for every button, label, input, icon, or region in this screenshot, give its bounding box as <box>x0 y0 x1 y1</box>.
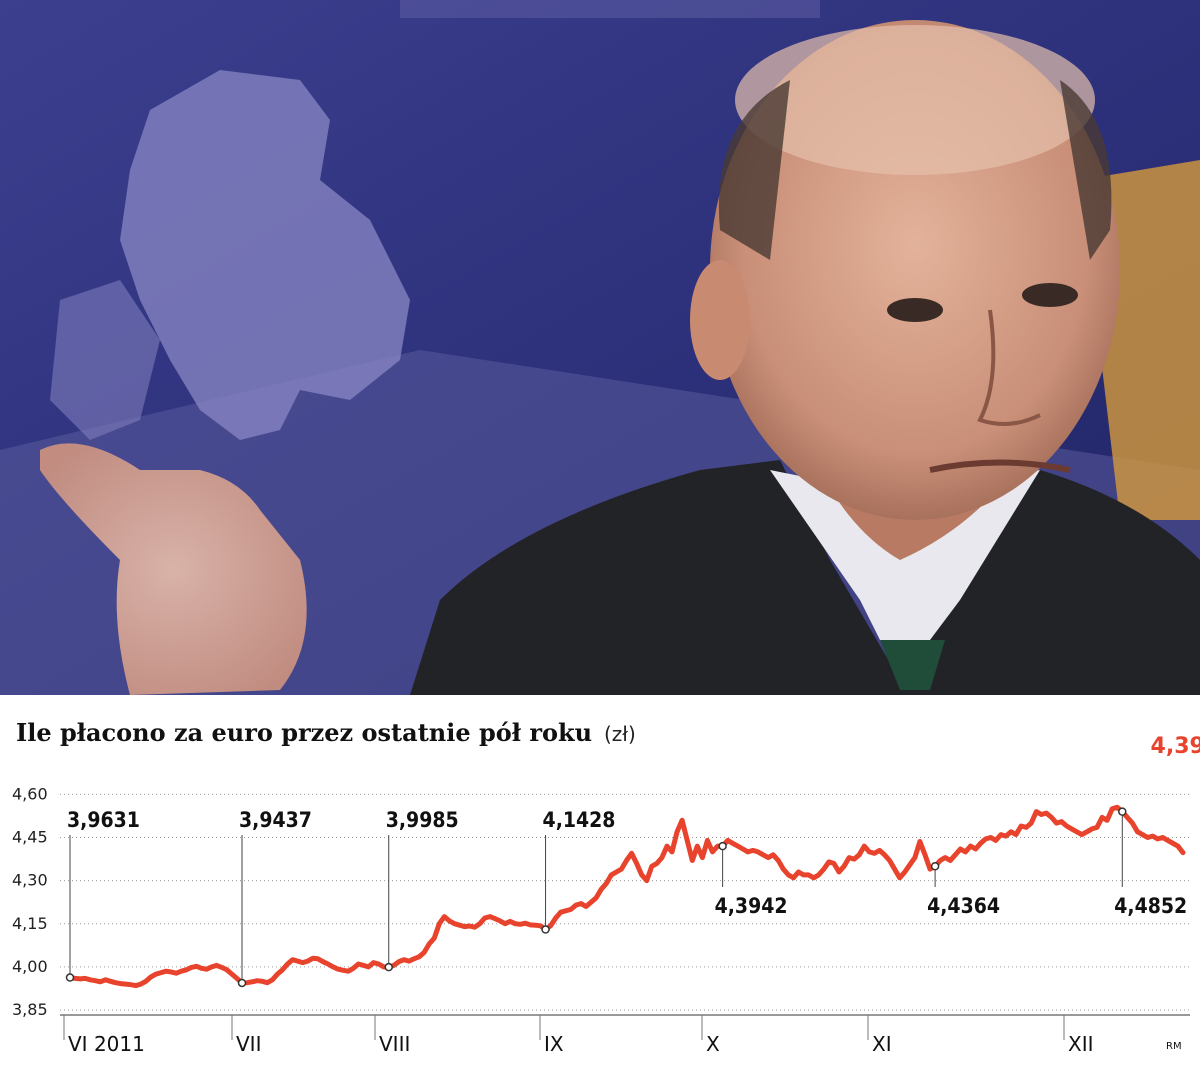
chart-credit: RM <box>1166 1041 1182 1052</box>
chart-title: Ile płacono za euro przez ostatnie pół r… <box>16 718 592 747</box>
news-photo <box>0 0 1200 695</box>
x-tick-label: VII <box>236 1032 261 1056</box>
data-label: 4,3942 <box>715 894 788 918</box>
exchange-rate-chart: Ile płacono za euro przez ostatnie pół r… <box>12 718 1200 1056</box>
annotation-layer: 3,9631 3,9437 3,9985 4,1428 4,3942 4,4364 4,48… <box>65 734 1200 988</box>
data-point-marker <box>384 962 393 972</box>
y-tick-label: 4,00 <box>12 957 48 976</box>
y-tick-label: 3,85 <box>12 1000 48 1019</box>
data-label: 4,1428 <box>543 808 616 832</box>
x-tick-label: IX <box>544 1032 564 1056</box>
photo-illustration <box>0 0 1200 695</box>
data-label: 3,9631 <box>67 808 140 832</box>
chart-unit: (zł) <box>604 722 636 746</box>
x-tick-label: VIII <box>379 1032 410 1056</box>
data-label: 4,3974 <box>1151 734 1200 759</box>
data-label: 3,9985 <box>386 808 459 832</box>
data-point-marker <box>930 862 940 871</box>
data-point-marker <box>65 973 75 982</box>
grid-lines <box>60 793 1190 1016</box>
y-axis-ticks: 4,60 4,45 4,30 4,15 4,00 3,85 <box>12 784 48 1019</box>
series-line <box>67 804 1186 989</box>
data-label: 3,9437 <box>239 808 312 832</box>
x-tick-label: X <box>706 1032 720 1056</box>
data-point-marker <box>541 925 550 934</box>
data-point-marker <box>237 978 247 988</box>
data-label: 4,4364 <box>927 894 1000 918</box>
x-tick-label: VI 2011 <box>68 1032 145 1056</box>
x-axis-ticks: VI 2011 VII VIII IX X XI XII <box>63 1015 1094 1056</box>
chart-panel: Ile płacono za euro przez ostatnie pół r… <box>0 695 1200 1065</box>
data-point-marker <box>718 841 727 851</box>
x-tick-label: XII <box>1068 1032 1094 1056</box>
series-line-layer <box>67 804 1186 989</box>
y-tick-label: 4,30 <box>12 871 48 890</box>
y-tick-label: 4,45 <box>12 828 48 847</box>
y-tick-label: 4,15 <box>12 914 48 933</box>
data-point-marker <box>1118 807 1127 816</box>
x-tick-label: XI <box>872 1032 892 1056</box>
data-label: 4,4852 <box>1114 894 1187 918</box>
y-tick-label: 4,60 <box>12 784 48 803</box>
